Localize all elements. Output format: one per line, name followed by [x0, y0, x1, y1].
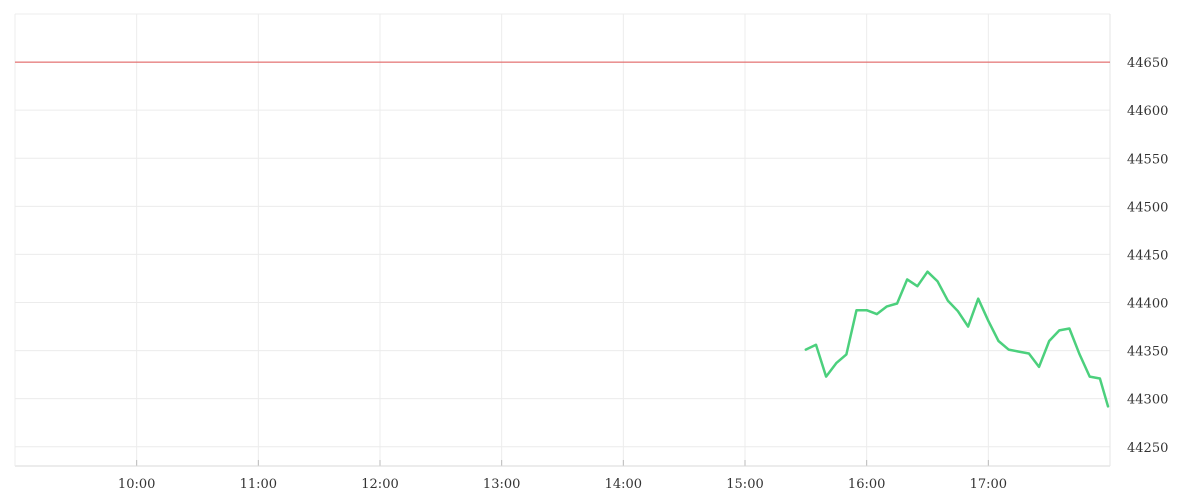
- x-tick-label: 10:00: [118, 477, 155, 492]
- x-tick-label: 15:00: [726, 477, 763, 492]
- x-tick-label: 11:00: [240, 477, 277, 492]
- y-tick-label: 44350: [1127, 345, 1168, 360]
- x-tick-label: 12:00: [361, 477, 398, 492]
- y-tick-label: 44250: [1127, 441, 1168, 456]
- y-tick-label: 44650: [1127, 56, 1168, 71]
- y-tick-label: 44550: [1127, 152, 1168, 167]
- x-axis-ticks: 10:00 11:00 12:00 13:00 14:00 15:00 16:00 17:00: [118, 477, 1007, 492]
- chart-grid: [15, 13, 1110, 466]
- series-group: [804, 270, 1110, 408]
- y-tick-label: 44600: [1127, 104, 1168, 119]
- x-tick-label: 16:00: [848, 477, 885, 492]
- y-tick-label: 44500: [1127, 200, 1168, 215]
- y-tick-label: 44450: [1127, 248, 1168, 263]
- y-axis-ticks: 44250 44300 44350 44400 44450 44500 44550 44600…: [1127, 56, 1168, 456]
- y-tick-label: 44400: [1127, 297, 1168, 312]
- chart-axes: [14, 14, 1111, 467]
- series-line: [804, 270, 1110, 408]
- x-tick-label: 14:00: [605, 477, 642, 492]
- x-tick-label: 13:00: [483, 477, 520, 492]
- x-tick-label: 17:00: [970, 477, 1007, 492]
- y-tick-label: 44300: [1127, 393, 1168, 408]
